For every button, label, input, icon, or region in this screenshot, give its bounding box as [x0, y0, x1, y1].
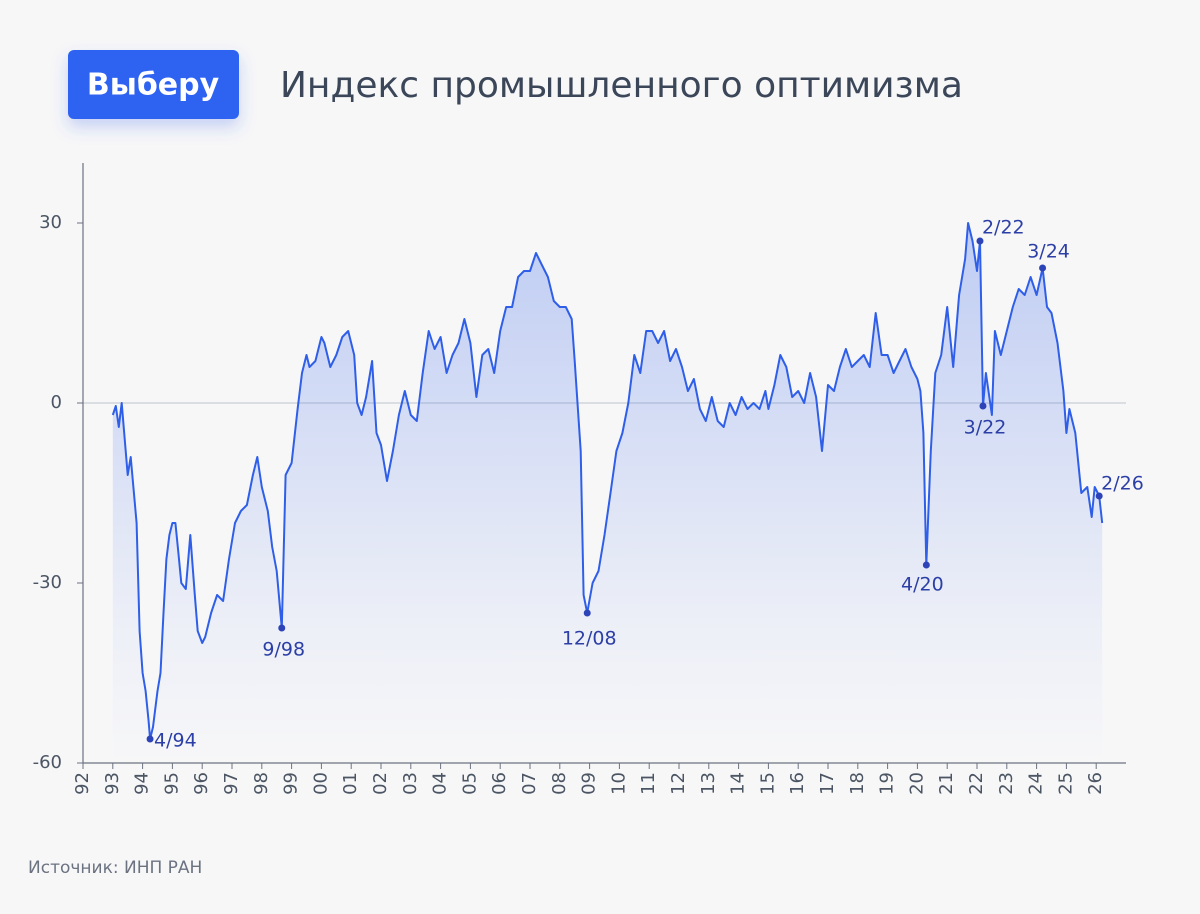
x-tick-label: 14 — [728, 772, 749, 795]
annotation-point — [1039, 264, 1047, 272]
x-tick-label: 92 — [72, 772, 93, 795]
annotation-label: 3/24 — [1027, 241, 1070, 263]
x-tick-label: 17 — [817, 772, 838, 795]
annotation-point — [1095, 492, 1103, 500]
x-tick-label: 05 — [459, 772, 480, 795]
x-tick-label: 97 — [221, 772, 242, 795]
y-tick-label: -30 — [33, 572, 62, 593]
chart-title: Индекс промышленного оптимизма — [280, 65, 963, 106]
annotation-label: 4/20 — [901, 574, 944, 596]
annotation-label: 2/26 — [1101, 473, 1144, 495]
annotation-label: 3/22 — [964, 417, 1007, 439]
y-tick-label: 0 — [51, 392, 62, 413]
annotation-label: 2/22 — [982, 217, 1025, 239]
brand: Выберу — [87, 68, 220, 103]
x-tick-label: 07 — [519, 772, 540, 795]
source: Источник: ИНП РАН — [28, 858, 202, 878]
x-tick-label: 25 — [1055, 772, 1076, 795]
x-tick-label: 13 — [698, 772, 719, 795]
x-tick-label: 16 — [787, 772, 808, 795]
x-tick-label: 02 — [370, 772, 391, 795]
annotation-point — [976, 237, 984, 245]
x-tick-label: 04 — [430, 772, 451, 795]
annotation-point — [146, 735, 154, 743]
annotation-point — [278, 624, 286, 632]
x-tick-label: 95 — [161, 772, 182, 795]
y-tick-label: 30 — [39, 212, 62, 233]
x-tick-label: 94 — [132, 772, 153, 795]
x-tick-label: 20 — [906, 772, 927, 795]
x-tick-label: 99 — [281, 772, 302, 795]
x-tick-label: 18 — [847, 772, 868, 795]
x-tick-label: 98 — [251, 772, 272, 795]
x-tick-label: 12 — [668, 772, 689, 795]
x-tick-label: 93 — [102, 772, 123, 795]
x-tick-label: 15 — [757, 772, 778, 795]
x-tick-label: 01 — [340, 772, 361, 795]
annotation-label: 9/98 — [262, 639, 305, 661]
x-tick-label: 03 — [400, 772, 421, 795]
x-tick-label: 26 — [1085, 772, 1106, 795]
x-tick-label: 09 — [579, 772, 600, 795]
line — [111, 222, 1104, 740]
annotation-label: 12/08 — [562, 628, 617, 650]
annotation-point — [979, 402, 987, 410]
annotation-label: 4/94 — [154, 730, 197, 752]
annotation-point — [922, 561, 930, 569]
x-tick-label: 00 — [310, 772, 331, 795]
x-tick-label: 11 — [638, 772, 659, 795]
x-tick-label: 10 — [608, 772, 629, 795]
annotation-point — [583, 609, 591, 617]
x-tick-label: 08 — [549, 772, 570, 795]
x-tick-label: 19 — [877, 772, 898, 795]
x-tick-label: 96 — [191, 772, 212, 795]
x-tick-label: 21 — [936, 772, 957, 795]
x-tick-label: 24 — [1026, 772, 1047, 795]
area — [112, 223, 1103, 763]
brand-badge — [68, 50, 239, 119]
x-tick-label: 22 — [966, 772, 987, 795]
x-tick-label: 06 — [489, 772, 510, 795]
x-tick-label: 23 — [996, 772, 1017, 795]
y-tick-label: -60 — [33, 752, 62, 773]
